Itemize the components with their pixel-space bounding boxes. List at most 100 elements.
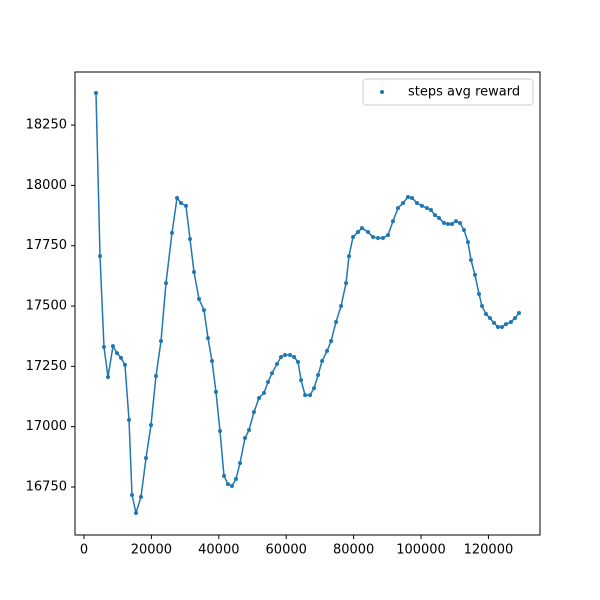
point bbox=[257, 395, 262, 400]
point bbox=[316, 373, 321, 378]
point bbox=[110, 344, 115, 349]
point bbox=[299, 378, 304, 383]
y-tick-label: 17500 bbox=[26, 299, 67, 314]
point bbox=[491, 320, 496, 325]
point bbox=[175, 195, 180, 200]
point bbox=[217, 429, 222, 434]
y-tick-label: 18000 bbox=[26, 178, 67, 193]
point bbox=[169, 230, 174, 235]
point bbox=[405, 194, 410, 199]
point bbox=[453, 219, 458, 224]
point bbox=[356, 229, 361, 234]
point bbox=[114, 351, 119, 356]
x-tick-label: 100000 bbox=[396, 543, 446, 558]
point bbox=[229, 484, 234, 489]
point bbox=[390, 219, 395, 224]
point bbox=[283, 353, 288, 358]
point bbox=[512, 316, 517, 321]
point bbox=[344, 281, 349, 286]
point bbox=[320, 359, 325, 364]
point bbox=[508, 319, 513, 324]
point bbox=[472, 272, 477, 277]
point bbox=[126, 417, 131, 422]
point bbox=[419, 203, 424, 208]
x-tick-label: 0 bbox=[80, 543, 88, 558]
y-tick-label: 17750 bbox=[26, 238, 67, 253]
point bbox=[329, 339, 334, 344]
y-tick-label: 17000 bbox=[26, 419, 67, 434]
point bbox=[275, 361, 280, 366]
point bbox=[201, 308, 206, 313]
point bbox=[213, 389, 218, 394]
point bbox=[93, 90, 98, 95]
point bbox=[247, 428, 252, 433]
point bbox=[308, 393, 313, 398]
point bbox=[251, 409, 256, 414]
y-tick-label: 17250 bbox=[26, 359, 67, 374]
point bbox=[178, 201, 183, 206]
point bbox=[210, 359, 215, 364]
line bbox=[95, 92, 520, 516]
point bbox=[479, 304, 484, 309]
point bbox=[187, 236, 192, 241]
point bbox=[225, 482, 230, 487]
point bbox=[159, 339, 164, 344]
point bbox=[119, 355, 124, 360]
point bbox=[129, 492, 134, 497]
plot-frame bbox=[74, 71, 541, 536]
point bbox=[359, 226, 364, 231]
point bbox=[196, 297, 201, 302]
x-tick-label: 80000 bbox=[333, 543, 374, 558]
point bbox=[98, 254, 103, 259]
point bbox=[499, 325, 504, 330]
point bbox=[153, 374, 158, 379]
point bbox=[144, 456, 149, 461]
point bbox=[183, 203, 188, 208]
point bbox=[487, 316, 492, 321]
point bbox=[432, 213, 437, 218]
point bbox=[122, 362, 127, 367]
point bbox=[445, 222, 450, 227]
point bbox=[222, 473, 227, 478]
point bbox=[303, 393, 308, 398]
point bbox=[233, 477, 238, 482]
point bbox=[483, 311, 488, 316]
point bbox=[380, 235, 385, 240]
point bbox=[205, 336, 210, 341]
point bbox=[450, 222, 455, 227]
point bbox=[334, 319, 339, 324]
point bbox=[424, 206, 429, 211]
point bbox=[476, 291, 481, 296]
x-tick-label: 60000 bbox=[266, 543, 307, 558]
point bbox=[375, 235, 380, 240]
point bbox=[366, 229, 371, 234]
y-tick-label: 18250 bbox=[26, 118, 67, 133]
point bbox=[149, 422, 154, 427]
point bbox=[163, 281, 168, 286]
point bbox=[347, 254, 352, 259]
point bbox=[192, 270, 197, 275]
y-tick-label: 16750 bbox=[26, 479, 67, 494]
point bbox=[414, 201, 419, 206]
x-tick-label: 40000 bbox=[198, 543, 239, 558]
point bbox=[242, 436, 247, 441]
point bbox=[503, 322, 508, 327]
point bbox=[296, 360, 301, 365]
point bbox=[495, 325, 500, 330]
point bbox=[409, 195, 414, 200]
point bbox=[292, 354, 297, 359]
point bbox=[262, 390, 267, 395]
point bbox=[385, 233, 390, 238]
point bbox=[339, 304, 344, 309]
point bbox=[517, 311, 522, 316]
legend-label: steps avg reward bbox=[408, 85, 520, 100]
point bbox=[134, 511, 139, 516]
point bbox=[138, 494, 143, 499]
legend-box bbox=[362, 78, 534, 106]
point bbox=[266, 380, 271, 385]
point bbox=[351, 235, 356, 240]
point bbox=[288, 353, 293, 358]
point bbox=[400, 201, 405, 206]
point bbox=[312, 386, 317, 391]
